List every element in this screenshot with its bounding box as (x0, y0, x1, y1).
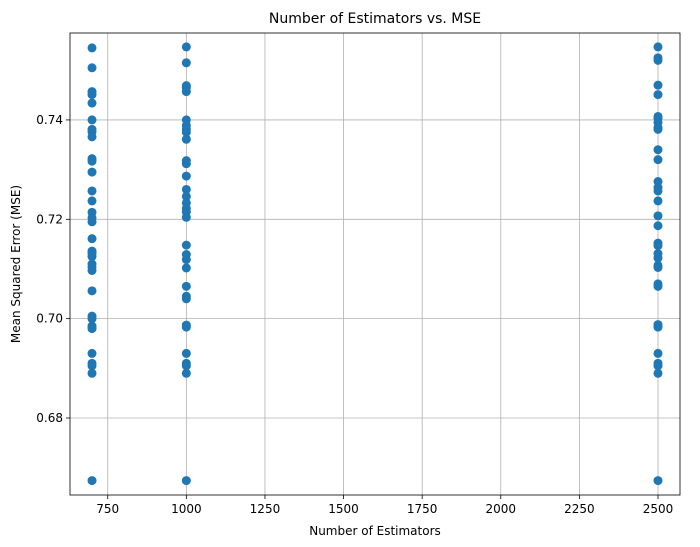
data-point (181, 361, 191, 371)
data-point (653, 55, 663, 65)
x-tick-label: 1750 (407, 502, 438, 516)
y-tick-label: 0.74 (36, 113, 63, 127)
data-point (653, 241, 663, 251)
data-point (181, 240, 191, 250)
data-point (653, 322, 663, 332)
data-point (181, 87, 191, 97)
data-point (653, 196, 663, 206)
data-point (87, 63, 97, 73)
x-axis-label: Number of Estimators (309, 524, 441, 538)
data-point (181, 191, 191, 201)
data-point (87, 368, 97, 378)
data-point (87, 90, 97, 100)
data-point (87, 286, 97, 296)
data-point (653, 368, 663, 378)
data-point (181, 294, 191, 304)
data-points (87, 42, 663, 486)
data-point (181, 348, 191, 358)
data-point (181, 212, 191, 222)
data-point (87, 476, 97, 486)
data-point (181, 42, 191, 52)
data-point (87, 252, 97, 262)
data-point (653, 253, 663, 263)
data-point (87, 361, 97, 371)
data-point (87, 348, 97, 358)
data-point (653, 262, 663, 272)
data-point (87, 115, 97, 125)
data-point (181, 322, 191, 332)
y-axis-ticks: 0.68 0.70 0.72 0.74 (36, 113, 70, 425)
data-point (87, 265, 97, 275)
data-point (87, 43, 97, 53)
data-point (653, 281, 663, 291)
data-point (181, 255, 191, 265)
data-point (181, 184, 191, 194)
data-point (653, 361, 663, 371)
data-point (181, 281, 191, 291)
x-tick-label: 1250 (250, 502, 281, 516)
y-tick-label: 0.70 (36, 312, 63, 326)
data-point (87, 314, 97, 324)
data-point (87, 196, 97, 206)
data-point (653, 145, 663, 155)
data-point (181, 171, 191, 181)
data-point (653, 42, 663, 52)
data-point (87, 98, 97, 108)
x-tick-label: 1500 (328, 502, 359, 516)
data-point (181, 159, 191, 169)
data-point (653, 80, 663, 90)
data-point (87, 217, 97, 227)
data-point (653, 124, 663, 134)
x-tick-label: 2500 (643, 502, 674, 516)
data-point (181, 368, 191, 378)
data-point (653, 186, 663, 196)
data-point (87, 324, 97, 334)
data-point (653, 221, 663, 231)
data-point (653, 155, 663, 165)
x-tick-label: 750 (96, 502, 119, 516)
data-point (653, 476, 663, 486)
data-point (87, 186, 97, 196)
chart-title: Number of Estimators vs. MSE (269, 11, 481, 27)
plot-area-frame (69, 32, 681, 496)
y-tick-label: 0.72 (36, 212, 63, 226)
data-point (87, 156, 97, 166)
y-tick-label: 0.68 (36, 411, 63, 425)
data-point (181, 263, 191, 273)
data-point (87, 167, 97, 177)
x-tick-label: 2250 (564, 502, 595, 516)
data-point (653, 348, 663, 358)
y-axis-label: Mean Squared Error (MSE) (9, 185, 23, 343)
data-point (653, 90, 663, 100)
data-point (181, 476, 191, 486)
x-tick-label: 1000 (171, 502, 202, 516)
x-axis-ticks: 750 1000 1250 1500 1750 2000 2250 2500 (96, 495, 673, 516)
data-point (653, 211, 663, 221)
data-point (181, 58, 191, 68)
data-point (87, 132, 97, 142)
data-point (87, 234, 97, 244)
data-point (181, 127, 191, 137)
data-point (181, 134, 191, 144)
x-tick-label: 2000 (485, 502, 516, 516)
grid-lines (70, 33, 680, 495)
